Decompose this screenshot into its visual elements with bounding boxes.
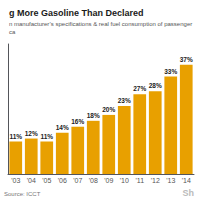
svg-text:g More Gasoline Than Declared: g More Gasoline Than Declared [9,8,144,18]
svg-text:'11: '11 [135,177,144,184]
svg-text:27%: 27% [133,85,146,92]
svg-text:'14: '14 [182,177,191,184]
svg-text:14%: 14% [56,124,69,131]
svg-text:'04: '04 [27,177,36,184]
svg-text:Source: ICCT: Source: ICCT [4,191,41,197]
svg-text:'09: '09 [104,177,113,184]
svg-text:18%: 18% [87,112,100,119]
svg-text:'07: '07 [73,177,82,184]
svg-text:n manufacturer’s specification: n manufacturer’s specifications & real f… [9,21,194,27]
svg-text:23%: 23% [118,97,131,104]
svg-text:16%: 16% [71,118,84,125]
svg-text:12%: 12% [25,130,38,137]
svg-text:'08: '08 [89,177,98,184]
svg-text:33%: 33% [164,68,177,75]
svg-text:28%: 28% [149,82,162,89]
svg-text:Sh: Sh [182,188,194,198]
svg-text:'13: '13 [166,177,175,184]
svg-text:'03: '03 [11,177,20,184]
svg-text:20%: 20% [102,106,115,113]
svg-text:ca: ca [9,29,16,35]
svg-text:11%: 11% [9,133,22,140]
svg-text:'10: '10 [120,177,129,184]
svg-text:'05: '05 [42,177,51,184]
svg-text:'06: '06 [58,177,67,184]
svg-text:'12: '12 [151,177,160,184]
svg-text:11%: 11% [40,133,53,140]
svg-text:37%: 37% [180,56,193,63]
